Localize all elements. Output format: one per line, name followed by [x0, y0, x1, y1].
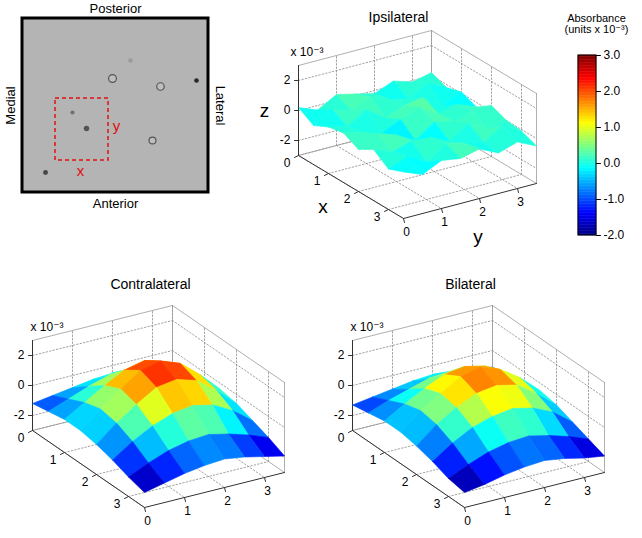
- svg-text:2: 2: [344, 192, 351, 206]
- svg-text:1: 1: [441, 215, 448, 229]
- svg-text:1: 1: [314, 174, 321, 188]
- svg-text:2: 2: [224, 494, 231, 508]
- svg-text:2: 2: [544, 494, 551, 508]
- svg-text:x: x: [77, 162, 85, 179]
- svg-text:x: x: [318, 196, 328, 217]
- svg-text:1: 1: [370, 453, 377, 467]
- svg-text:2: 2: [479, 205, 486, 219]
- svg-text:0: 0: [403, 225, 410, 239]
- svg-text:2: 2: [284, 73, 291, 87]
- svg-text:0: 0: [464, 514, 471, 528]
- svg-text:1: 1: [504, 504, 511, 518]
- svg-text:2: 2: [18, 348, 25, 362]
- svg-text:0: 0: [284, 103, 291, 117]
- svg-text:-2.0: -2.0: [604, 228, 625, 242]
- svg-text:0: 0: [284, 156, 291, 170]
- svg-text:Absorbance(units x 10⁻³): Absorbance(units x 10⁻³): [565, 12, 629, 35]
- svg-text:Lateral: Lateral: [213, 86, 228, 126]
- svg-text:3: 3: [434, 497, 441, 511]
- svg-text:3: 3: [584, 484, 591, 498]
- svg-text:0: 0: [144, 514, 151, 528]
- svg-text:0: 0: [18, 431, 25, 445]
- svg-text:Anterior: Anterior: [93, 196, 139, 211]
- svg-text:3.0: 3.0: [604, 48, 621, 62]
- svg-text:2: 2: [82, 475, 89, 489]
- svg-text:-2: -2: [334, 408, 345, 422]
- svg-text:0: 0: [338, 378, 345, 392]
- svg-text:3: 3: [114, 497, 121, 511]
- svg-text:Bilateral: Bilateral: [445, 276, 496, 292]
- svg-text:Ipsilateral: Ipsilateral: [369, 9, 429, 25]
- svg-text:Contralateral: Contralateral: [110, 276, 190, 292]
- svg-text:2.0: 2.0: [604, 84, 621, 98]
- svg-text:2: 2: [402, 475, 409, 489]
- svg-text:y: y: [473, 226, 483, 247]
- svg-text:1: 1: [50, 453, 57, 467]
- svg-text:3: 3: [374, 210, 381, 224]
- svg-text:0: 0: [338, 431, 345, 445]
- svg-text:-2: -2: [14, 408, 25, 422]
- svg-text:0: 0: [18, 378, 25, 392]
- svg-text:z: z: [260, 100, 270, 121]
- svg-text:3: 3: [517, 195, 524, 209]
- svg-text:2: 2: [338, 348, 345, 362]
- svg-text:x 10⁻³: x 10⁻³: [291, 45, 324, 59]
- svg-text:y: y: [113, 117, 121, 134]
- svg-text:3: 3: [264, 484, 271, 498]
- svg-text:0.0: 0.0: [604, 156, 621, 170]
- svg-text:Posterior: Posterior: [89, 1, 142, 16]
- svg-text:-1.0: -1.0: [604, 192, 625, 206]
- svg-text:1: 1: [184, 504, 191, 518]
- svg-text:-2: -2: [280, 133, 291, 147]
- svg-text:x 10⁻³: x 10⁻³: [351, 320, 384, 334]
- svg-text:x 10⁻³: x 10⁻³: [31, 320, 64, 334]
- svg-text:Medial: Medial: [3, 86, 18, 124]
- svg-text:1.0: 1.0: [604, 120, 621, 134]
